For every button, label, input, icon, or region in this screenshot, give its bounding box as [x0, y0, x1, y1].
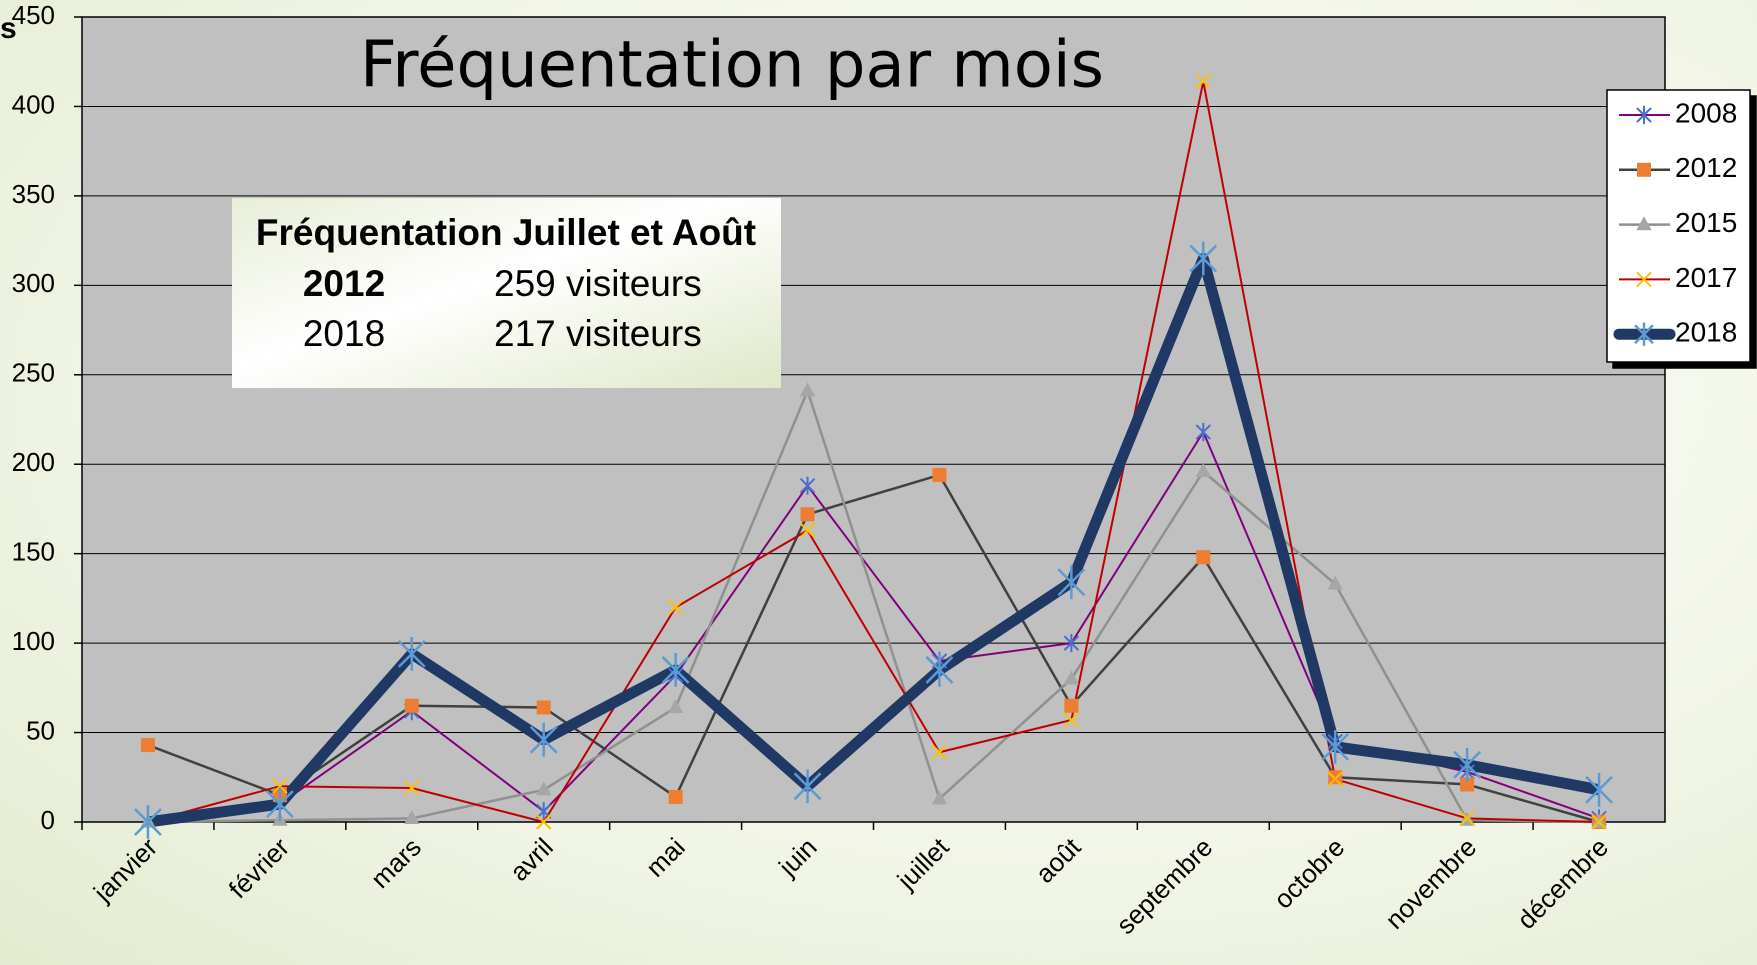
marker: [799, 476, 816, 495]
marker: [661, 653, 690, 687]
marker: [1196, 550, 1211, 565]
y-tick-label: 450: [12, 0, 55, 30]
legend-label: 2008: [1675, 97, 1737, 128]
marker: [931, 790, 948, 805]
series-line: [147, 80, 1600, 823]
y-axis-label: s: [0, 12, 17, 45]
marker: [134, 805, 162, 839]
marker: [1328, 770, 1343, 785]
y-tick-label: 400: [12, 89, 55, 119]
chart-title: Fréquentation par mois: [360, 29, 1104, 103]
marker: [1189, 241, 1218, 276]
marker: [800, 507, 815, 522]
marker: [1195, 422, 1211, 442]
marker: [1057, 565, 1086, 600]
marker: [1195, 73, 1211, 90]
marker: [536, 700, 551, 715]
markers: [134, 73, 1613, 839]
y-tick-label: 300: [12, 268, 55, 298]
marker: [1063, 634, 1080, 653]
annotation-value: 217 visiteurs: [494, 313, 702, 354]
marker: [667, 699, 684, 714]
marker: [536, 781, 552, 796]
y-tick-label: 350: [12, 179, 55, 209]
marker: [1321, 729, 1350, 764]
marker: [668, 789, 683, 804]
marker: [1064, 698, 1079, 713]
series-line: [147, 473, 1600, 824]
marker: [536, 814, 552, 830]
y-tick-label: 200: [12, 447, 55, 477]
marker: [265, 787, 294, 822]
marker: [1460, 777, 1475, 792]
annotation-background: [232, 198, 781, 388]
x-tick-label: avril: [504, 832, 559, 887]
marker: [1327, 575, 1343, 590]
x-tick-label: juin: [772, 832, 823, 883]
marker: [1195, 462, 1211, 477]
marker: [404, 780, 420, 796]
marker: [793, 769, 822, 804]
annotation-year: 2012: [303, 263, 385, 304]
y-tick-label: 0: [41, 805, 55, 835]
marker: [1327, 771, 1343, 787]
x-tick-label: mars: [365, 832, 427, 894]
x-tick-label: janvier: [87, 832, 163, 908]
marker: [404, 810, 420, 825]
x-tick-label: octobre: [1268, 832, 1351, 915]
x-tick-label: février: [223, 832, 296, 905]
marker: [1636, 216, 1652, 231]
series-line: [147, 389, 1600, 824]
annotation-title: Fréquentation Juillet et Août: [256, 212, 756, 253]
marker: [1637, 162, 1651, 177]
marker: [931, 744, 948, 760]
marker: [140, 738, 155, 753]
marker: [1063, 712, 1080, 728]
marker: [799, 382, 816, 397]
legend-label: 2012: [1675, 152, 1737, 183]
marker: [799, 522, 816, 539]
marker: [529, 722, 558, 757]
marker: [397, 636, 426, 671]
annotation-year: 2018: [303, 313, 385, 354]
marker: [1634, 322, 1654, 346]
x-tick-label: août: [1029, 831, 1087, 889]
y-tick-label: 50: [26, 715, 55, 745]
y-tick-label: 100: [12, 626, 55, 656]
lines: [147, 80, 1601, 828]
marker: [932, 467, 947, 482]
x-tick-label: septembre: [1110, 832, 1218, 940]
x-tick-label: décembre: [1511, 832, 1614, 935]
y-tick-label: 250: [12, 358, 55, 388]
marker: [1636, 105, 1652, 125]
marker: [1453, 747, 1482, 782]
x-tick-label: juillet: [891, 831, 955, 895]
marker: [667, 599, 684, 616]
x-tick-label: novembre: [1379, 832, 1482, 935]
annotation-box: Fréquentation Juillet et Août 2012 259 v…: [232, 198, 781, 388]
series-line: [147, 253, 1601, 828]
marker: [272, 778, 288, 794]
legend: 2008 2012 2015 2017 2018: [1613, 97, 1737, 348]
marker: [1591, 814, 1607, 830]
x-tick-label: mai: [640, 832, 691, 883]
legend-label: 2017: [1675, 262, 1737, 293]
y-tick-label: 150: [12, 537, 55, 567]
plot-area: [81, 16, 1666, 823]
legend-box: [1606, 89, 1751, 363]
legend-label: 2015: [1675, 207, 1737, 238]
legend-label: 2018: [1675, 317, 1737, 348]
annotation-value: 259 visiteurs: [494, 263, 702, 304]
marker: [1063, 670, 1080, 685]
marker: [1459, 810, 1475, 827]
marker: [1585, 772, 1613, 807]
marker: [404, 698, 419, 713]
marker: [925, 653, 954, 687]
marker: [1636, 271, 1652, 288]
